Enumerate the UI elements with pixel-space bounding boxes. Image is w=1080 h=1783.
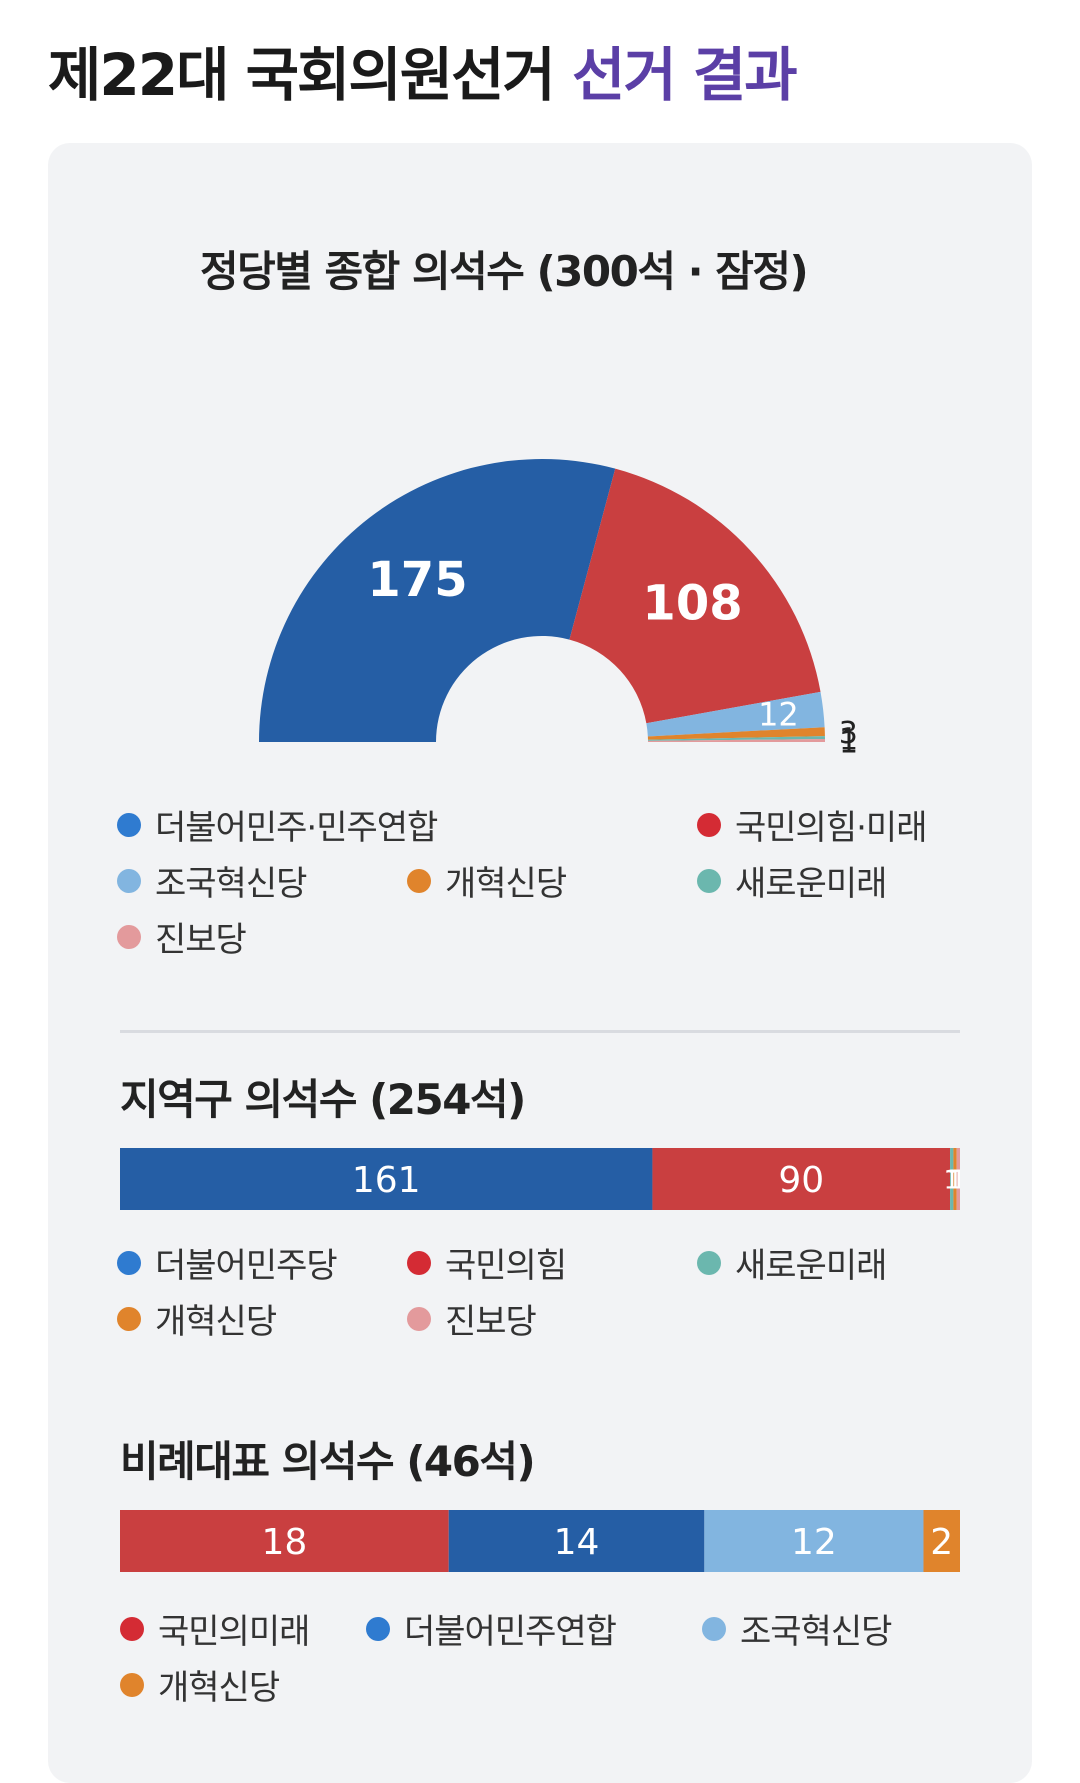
- legend-dot: [697, 1250, 721, 1275]
- pr-seats-title: 비례대표 의석수 (46석): [120, 1437, 536, 1486]
- legend-dot: [407, 1250, 431, 1275]
- legend-dot: [117, 1306, 141, 1331]
- legend-item-democratic: 더불어민주당: [117, 1238, 338, 1287]
- bar-value-label: 1: [947, 1165, 960, 1195]
- seat-slice: [647, 727, 825, 740]
- seat-slice: [647, 739, 825, 742]
- seat-slice: [259, 459, 616, 742]
- legend-dot: [117, 868, 141, 893]
- district-seats-title: 지역구 의석수 (254석): [120, 1075, 526, 1124]
- legend-label: 국민의힘·미래: [735, 808, 927, 848]
- legend-item-rebuilding-korea: 조국혁신당: [702, 1604, 892, 1653]
- legend-dot: [697, 812, 721, 837]
- legend-item-new-future: 새로운미래: [697, 856, 887, 905]
- legend-label: 국민의미래: [158, 1612, 310, 1652]
- seat-value-label: 3: [839, 716, 858, 751]
- legend-dot: [120, 1672, 144, 1697]
- legend-dot: [117, 1250, 141, 1275]
- page-title-main: 제22대 국회의원선거: [48, 41, 556, 109]
- seat-slice: [569, 468, 821, 724]
- legend-item-reform: 개혁신당: [117, 1294, 277, 1343]
- legend-label: 더불어민주연합: [404, 1612, 617, 1652]
- legend-label: 더불어민주·민주연합: [155, 808, 438, 848]
- legend-dot: [117, 812, 141, 837]
- legend-item-people-power-future: 국민의힘·미래: [697, 800, 927, 849]
- legend-label: 진보당: [155, 920, 247, 960]
- district-seats-stacked-bar: 161 90 111: [120, 1148, 960, 1210]
- legend-label: 조국혁신당: [740, 1612, 892, 1652]
- bar-segment: [953, 1148, 957, 1210]
- legend-dot: [407, 1306, 431, 1331]
- legend-label: 국민의힘: [445, 1246, 567, 1286]
- legend-item-people-power: 국민의힘: [407, 1238, 567, 1287]
- legend-label: 더불어민주당: [155, 1246, 338, 1286]
- legend-item-rebuilding-korea: 조국혁신당: [117, 856, 307, 905]
- legend-item-people-future: 국민의미래: [120, 1604, 310, 1653]
- legend-label: 개혁신당: [155, 1302, 277, 1342]
- bar-segment: [950, 1148, 954, 1210]
- legend-dot: [117, 924, 141, 949]
- bar-segment: [448, 1510, 705, 1572]
- legend-item-progressive: 진보당: [117, 912, 247, 961]
- bar-segment: [120, 1148, 653, 1210]
- seat-slice: [646, 691, 825, 737]
- legend-item-reform: 개혁신당: [120, 1660, 280, 1709]
- legend-dot: [702, 1616, 726, 1641]
- seat-value-label: 1: [839, 725, 858, 760]
- section-divider: [120, 1030, 960, 1033]
- legend-item-reform: 개혁신당: [407, 856, 567, 905]
- bar-segment: [120, 1510, 449, 1572]
- legend-dot: [120, 1616, 144, 1641]
- total-seats-title: 정당별 종합 의석수 (300석 · 잠정): [200, 247, 809, 296]
- legend-label: 진보당: [445, 1302, 537, 1342]
- bar-value-label: 2: [930, 1522, 953, 1563]
- results-card: [48, 143, 1032, 1783]
- page-title: 제22대 국회의원선거 선거 결과: [48, 28, 798, 112]
- bar-segment: [704, 1510, 924, 1572]
- bar-value-label: 14: [554, 1522, 600, 1563]
- bar-value-label: 1: [950, 1165, 960, 1195]
- legend-dot: [697, 868, 721, 893]
- legend-dot: [407, 868, 431, 893]
- legend-item-new-future: 새로운미래: [697, 1238, 887, 1287]
- seat-value-label: 1: [839, 722, 858, 757]
- legend-label: 조국혁신당: [155, 864, 307, 904]
- page-title-accent: 선거 결과: [572, 41, 798, 109]
- seat-value-label: 175: [367, 552, 467, 608]
- legend-item-democratic-alliance: 더불어민주·민주연합: [117, 800, 438, 849]
- bar-segment: [956, 1148, 960, 1210]
- legend-label: 개혁신당: [158, 1668, 280, 1708]
- bar-value-label: 161: [352, 1160, 421, 1201]
- seat-slice: [647, 736, 825, 741]
- pr-seats-stacked-bar: 18 14 12 2: [120, 1510, 960, 1572]
- seat-value-label: 108: [642, 576, 742, 632]
- bar-value-label: 18: [261, 1522, 307, 1563]
- legend-item-democratic-alliance: 더불어민주연합: [366, 1604, 617, 1653]
- bar-segment: [652, 1148, 951, 1210]
- bar-value-label: 12: [791, 1522, 837, 1563]
- bar-segment: [923, 1510, 960, 1572]
- bar-value-label: 90: [778, 1160, 824, 1201]
- legend-item-progressive: 진보당: [407, 1294, 537, 1343]
- seat-value-label: 12: [758, 696, 799, 734]
- legend-label: 개혁신당: [445, 864, 567, 904]
- legend-label: 새로운미래: [735, 1246, 887, 1286]
- legend-label: 새로운미래: [735, 864, 887, 904]
- legend-dot: [366, 1616, 390, 1641]
